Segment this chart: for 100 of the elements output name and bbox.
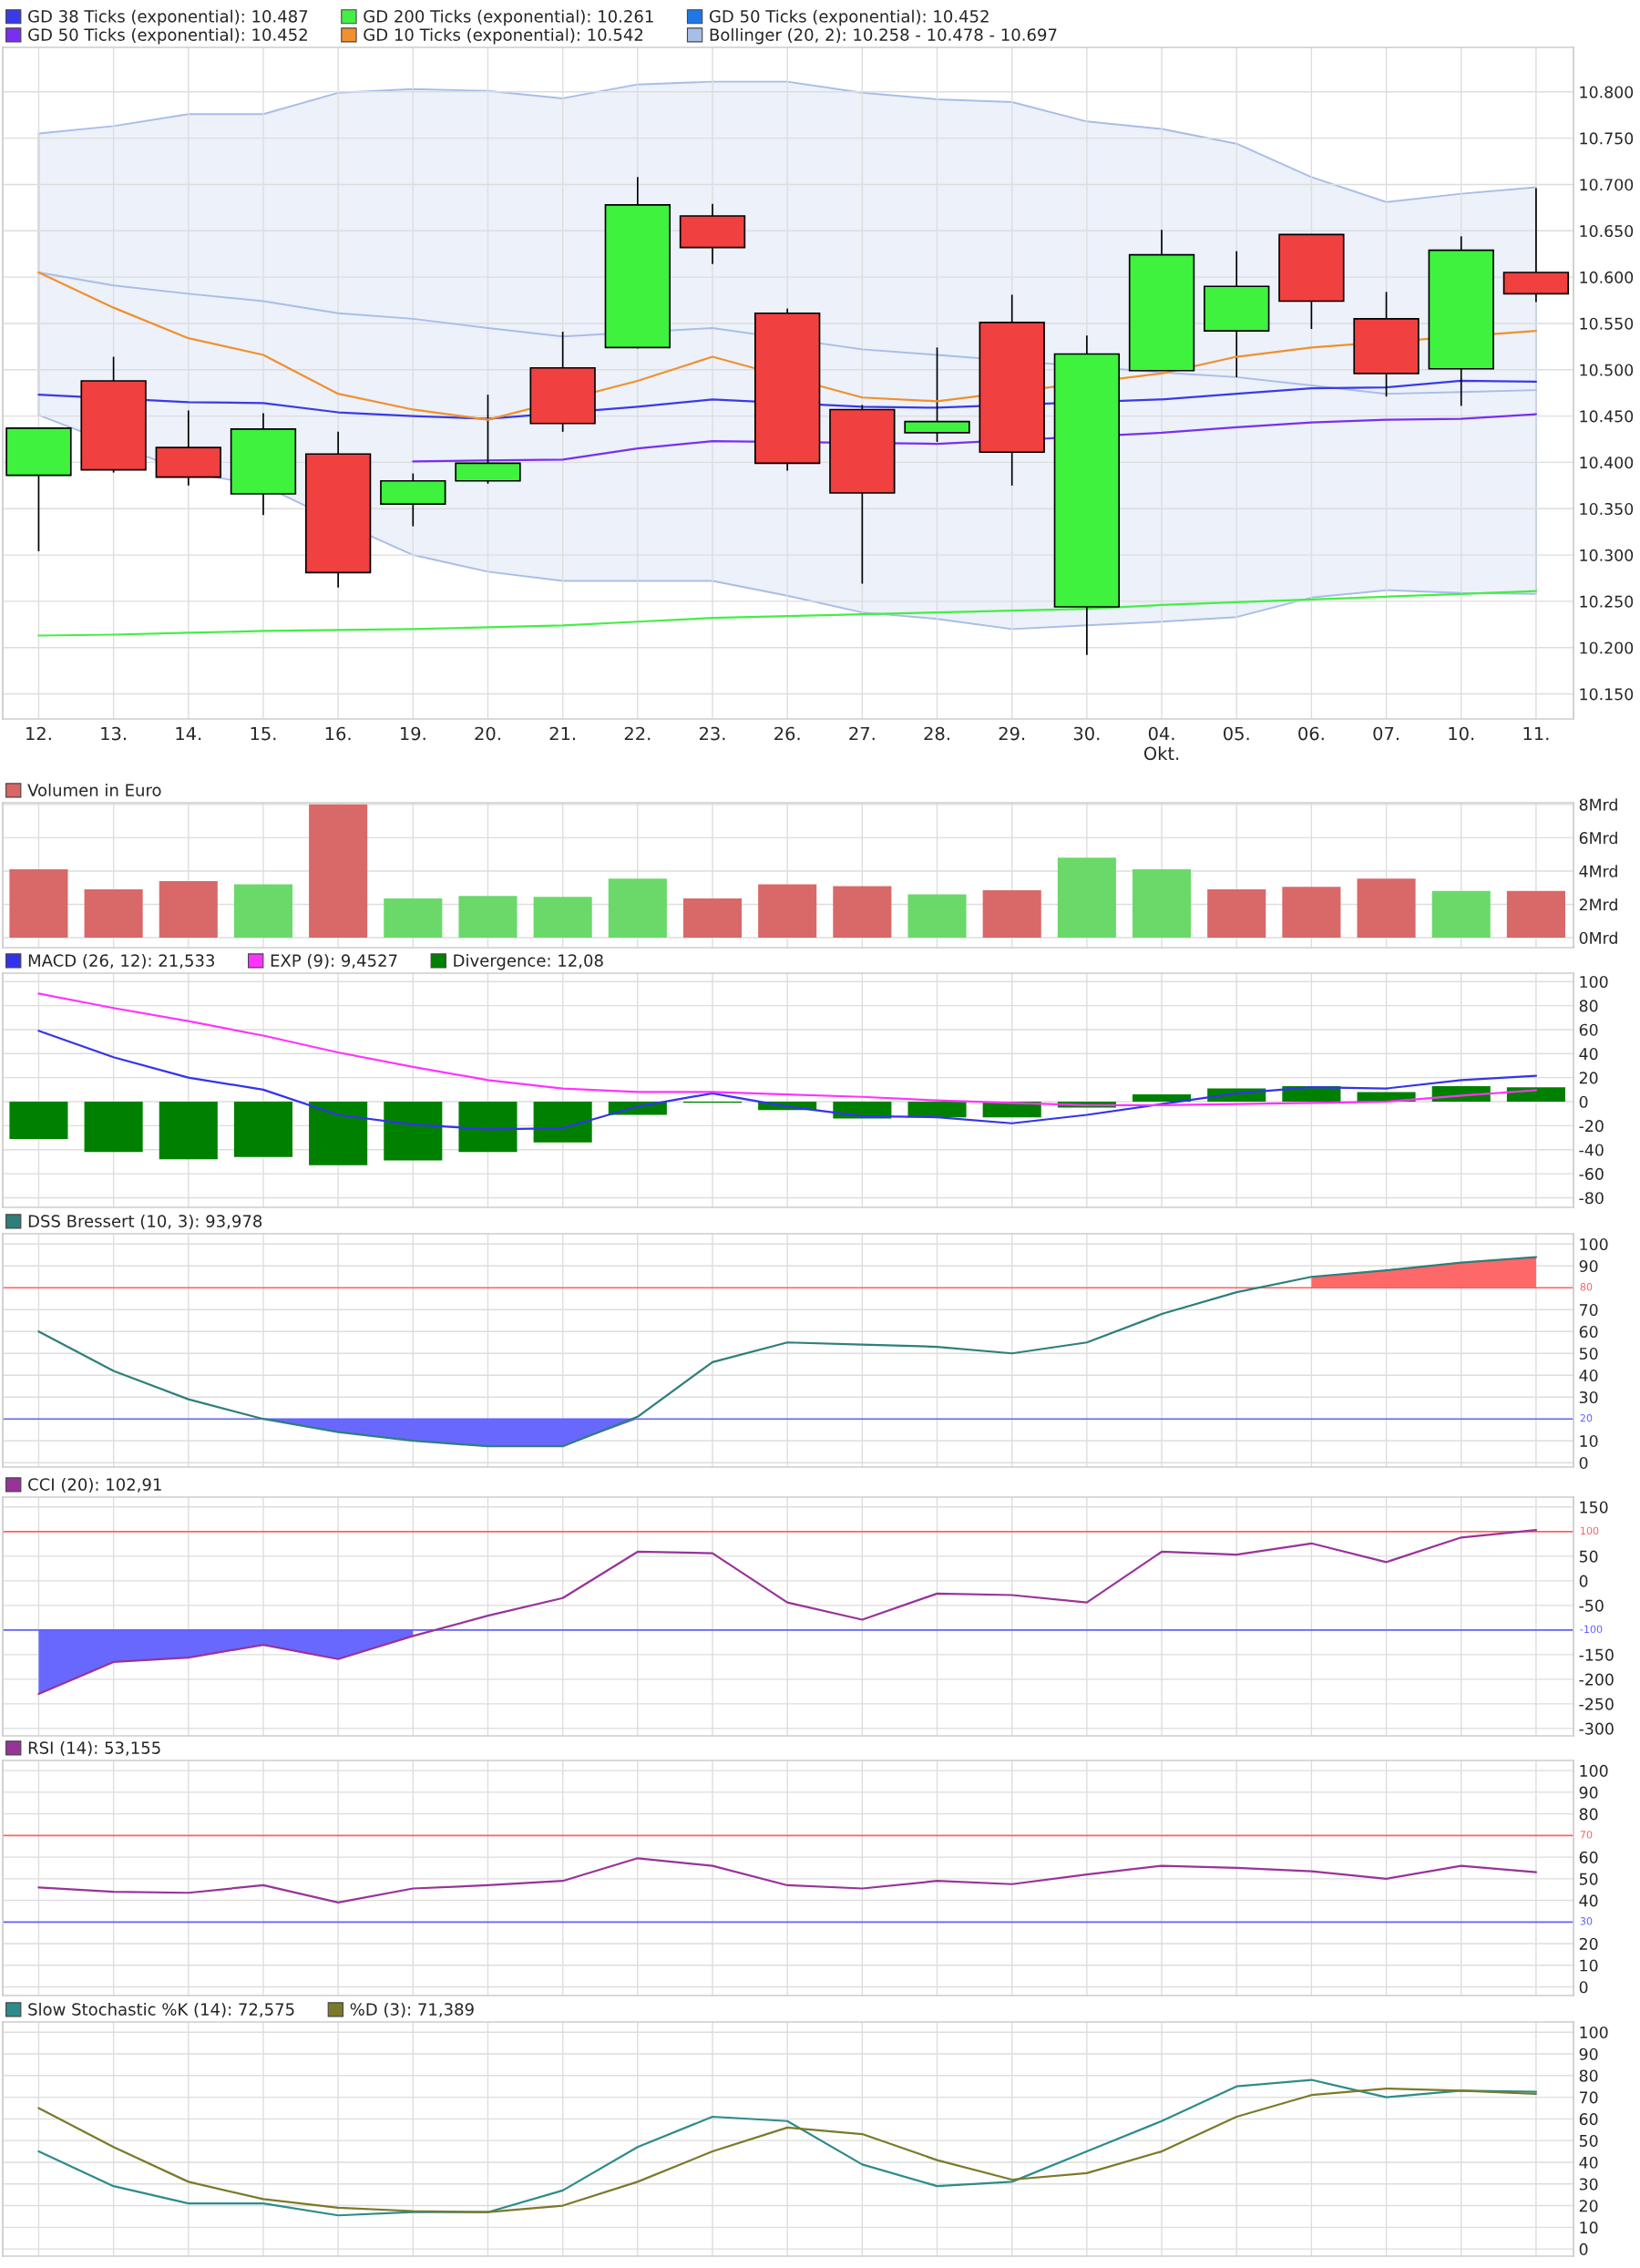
y-tick-label: 60 bbox=[1579, 2113, 1598, 2126]
bar bbox=[533, 897, 592, 939]
bar bbox=[309, 1102, 368, 1165]
x-tick-label: 20. bbox=[475, 726, 500, 741]
x-tick-label: 21. bbox=[549, 726, 576, 741]
legend-label: EXP (9): 9,4527 bbox=[271, 953, 397, 970]
y-tick-label: 70 bbox=[1579, 1303, 1598, 1317]
y-tick-label: 90 bbox=[1579, 1786, 1598, 1799]
bar bbox=[1133, 1094, 1192, 1103]
y-tick-label: 10.400 bbox=[1580, 457, 1634, 469]
y-tick-label: 10.250 bbox=[1580, 595, 1634, 608]
y-tick-label: 100 bbox=[1580, 2026, 1608, 2039]
x-tick-label: 12. bbox=[26, 726, 51, 741]
legend-label: GD 10 Ticks (exponential): 10.542 bbox=[364, 27, 643, 45]
bar bbox=[159, 880, 218, 939]
y-tick-label: 80 bbox=[1579, 2069, 1598, 2082]
bar bbox=[1207, 889, 1266, 939]
legend-label: Slow Stochastic %K (14): 72,575 bbox=[28, 2002, 294, 2018]
y-tick-label: 60 bbox=[1579, 1851, 1598, 1863]
legend-label: GD 200 Ticks (exponential): 10.261 bbox=[364, 9, 653, 26]
y-tick-label: -200 bbox=[1579, 1673, 1614, 1686]
y-tick-label: 40 bbox=[1579, 1369, 1598, 1382]
legend-label: Divergence: 12,08 bbox=[454, 953, 603, 970]
y-tick-label: 10.750 bbox=[1580, 132, 1634, 145]
y-tick-label: 10.150 bbox=[1580, 688, 1634, 701]
legend-label: GD 50 Ticks (exponential): 10.452 bbox=[709, 9, 989, 26]
y-tick-label: 80 bbox=[1579, 1000, 1598, 1012]
bar bbox=[1506, 1087, 1565, 1103]
y-tick-label: 80 bbox=[1579, 1808, 1598, 1821]
y-tick-label: -60 bbox=[1579, 1167, 1604, 1180]
y-tick-label: 50 bbox=[1579, 1873, 1598, 1885]
line-series bbox=[37, 1529, 1538, 1696]
y-tick-label: 8Mrd bbox=[1579, 798, 1617, 811]
bar bbox=[907, 894, 967, 939]
bar bbox=[682, 898, 743, 939]
bar bbox=[458, 1102, 518, 1153]
bar bbox=[159, 1102, 218, 1160]
y-tick-label: 100 bbox=[1580, 1237, 1608, 1251]
y-tick-label: 60 bbox=[1579, 1023, 1598, 1036]
y-tick-label: 100 bbox=[1580, 975, 1608, 989]
bar bbox=[1133, 869, 1192, 939]
x-tick-label: 15. bbox=[251, 726, 276, 741]
y-tick-label: 10.600 bbox=[1580, 271, 1634, 283]
y-tick-label: 10.500 bbox=[1580, 364, 1634, 376]
y-tick-label: 0 bbox=[1579, 2242, 1588, 2255]
legend-label: RSI (14): 53,155 bbox=[28, 1740, 160, 1757]
x-tick-label: 05. bbox=[1224, 726, 1249, 741]
y-tick-label: 0 bbox=[1579, 1095, 1588, 1108]
y-tick-label: 50 bbox=[1579, 2134, 1598, 2148]
bar bbox=[9, 1102, 68, 1139]
y-tick-label: 40 bbox=[1579, 2156, 1598, 2169]
y-tick-label: 10.550 bbox=[1580, 317, 1634, 330]
y-tick-label: 40 bbox=[1579, 1048, 1598, 1061]
bar bbox=[907, 1102, 967, 1118]
y-tick-label: 10 bbox=[1580, 1959, 1598, 1972]
bar bbox=[608, 878, 667, 939]
y-tick-label: -250 bbox=[1579, 1698, 1614, 1710]
y-tick-label: 70 bbox=[1579, 2091, 1598, 2104]
bar bbox=[9, 869, 68, 939]
bar bbox=[833, 886, 892, 939]
y-tick-label: 10.450 bbox=[1580, 410, 1634, 423]
y-tick-label: 60 bbox=[1579, 1325, 1598, 1339]
y-tick-label: -80 bbox=[1579, 1192, 1604, 1205]
x-tick-label: 11. bbox=[1523, 726, 1549, 741]
y-tick-label: 90 bbox=[1579, 2047, 1598, 2060]
y-tick-label: 10.650 bbox=[1580, 224, 1634, 238]
y-tick-label: -20 bbox=[1579, 1120, 1604, 1133]
x-tick-label: 23. bbox=[699, 726, 725, 741]
y-tick-label: 10 bbox=[1580, 2222, 1598, 2234]
bar bbox=[1057, 857, 1116, 939]
legend-label: DSS Bressert (10, 3): 93,978 bbox=[28, 1214, 262, 1230]
y-tick-label: 20 bbox=[1579, 1937, 1598, 1950]
y-tick-label: 30 bbox=[1579, 1391, 1598, 1404]
ref-line-label: -100 bbox=[1580, 1625, 1603, 1634]
bar bbox=[758, 884, 817, 939]
y-tick-label: 0Mrd bbox=[1579, 931, 1617, 944]
x-tick-label: 16. bbox=[325, 726, 351, 741]
x-tick-label: 29. bbox=[999, 726, 1025, 741]
x-tick-label: 19. bbox=[400, 726, 425, 741]
y-tick-label: 2Mrd bbox=[1579, 898, 1617, 911]
x-tick-label: 27. bbox=[849, 726, 875, 741]
y-tick-label: 10.350 bbox=[1580, 502, 1634, 516]
x-tick-label: 07. bbox=[1373, 726, 1399, 741]
x-tick-label: 30. bbox=[1073, 726, 1100, 741]
y-tick-label: 0 bbox=[1579, 1575, 1588, 1587]
bar bbox=[1282, 887, 1341, 939]
y-tick-label: 0 bbox=[1579, 1456, 1588, 1470]
y-tick-label: -50 bbox=[1579, 1599, 1604, 1612]
y-tick-label: 20 bbox=[1579, 1072, 1598, 1084]
bar bbox=[384, 898, 443, 939]
legend-label: GD 50 Ticks (exponential): 10.452 bbox=[28, 27, 307, 45]
y-tick-label: 0 bbox=[1579, 1981, 1588, 1994]
y-tick-label: 30 bbox=[1579, 2178, 1598, 2191]
x-tick-label: 04. Okt. bbox=[1143, 726, 1179, 761]
y-tick-label: 10.300 bbox=[1580, 549, 1634, 561]
y-tick-label: 20 bbox=[1579, 2200, 1598, 2212]
bar bbox=[309, 804, 368, 939]
y-tick-label: 40 bbox=[1579, 1894, 1598, 1907]
y-tick-label: 4Mrd bbox=[1579, 865, 1617, 877]
x-tick-label: 22. bbox=[624, 726, 651, 741]
